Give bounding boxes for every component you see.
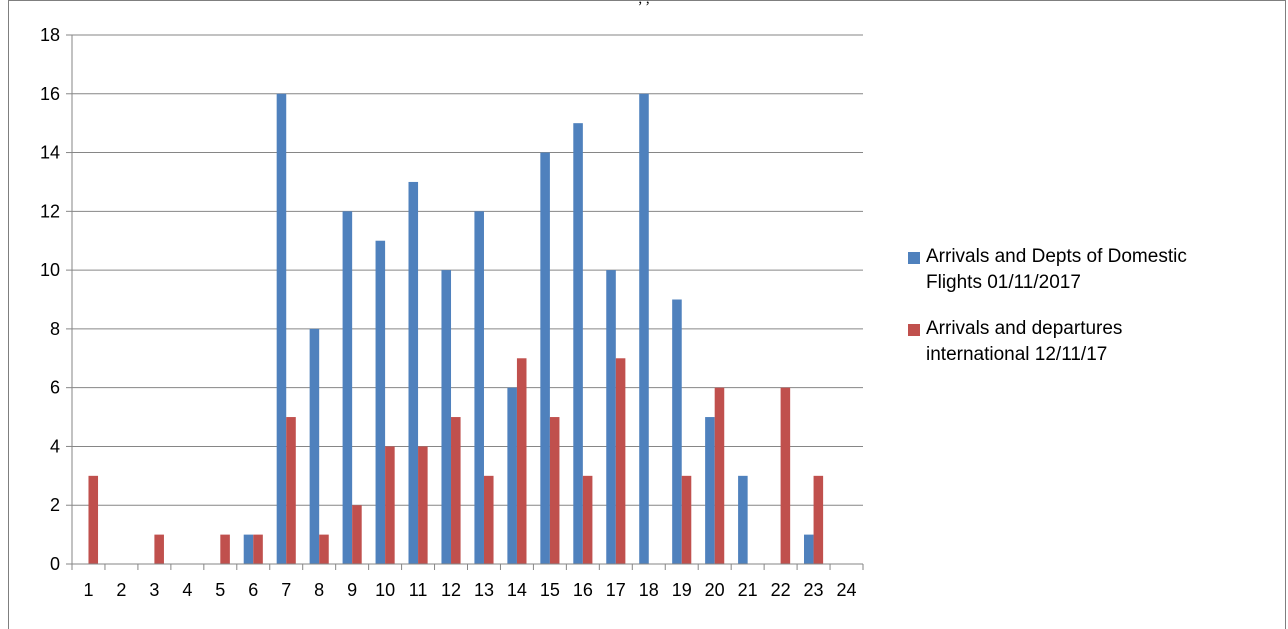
y-tick-label: 12 xyxy=(40,201,60,221)
y-tick-label: 16 xyxy=(40,84,60,104)
x-tick-label: 16 xyxy=(573,580,593,600)
bar xyxy=(352,505,362,564)
bar xyxy=(375,240,386,564)
x-tick-label: 14 xyxy=(507,580,527,600)
x-tick-label: 11 xyxy=(409,580,428,600)
legend-label-international: Arrivals and departures international 12… xyxy=(926,316,1122,368)
x-tick-label: 6 xyxy=(248,580,258,600)
bar xyxy=(714,387,725,564)
x-tick-label: 19 xyxy=(672,580,692,600)
x-tick-label: 17 xyxy=(606,580,626,600)
bar xyxy=(253,534,263,564)
bar xyxy=(474,211,484,565)
bar xyxy=(408,181,419,564)
bar xyxy=(451,417,461,564)
bar xyxy=(319,534,329,564)
bar xyxy=(549,417,560,564)
legend-swatch-domestic xyxy=(908,252,920,264)
x-tick-label: 5 xyxy=(215,580,225,600)
x-tick-label: 23 xyxy=(804,580,824,600)
bar xyxy=(483,475,494,564)
legend-label-international-line2: international 12/11/17 xyxy=(926,344,1108,365)
legend-label-international-line1: Arrivals and departures xyxy=(926,318,1123,339)
bar xyxy=(286,417,296,564)
x-tick-label: 15 xyxy=(540,580,560,600)
bar xyxy=(88,475,99,564)
bar xyxy=(418,446,428,564)
bar xyxy=(681,475,692,564)
x-tick-label: 3 xyxy=(149,580,159,600)
legend-label-domestic: Arrivals and Depts of Domestic Flights 0… xyxy=(926,244,1187,296)
y-tick-label: 18 xyxy=(40,25,60,45)
chart-frame xyxy=(8,0,1286,629)
bar xyxy=(813,475,824,564)
bar xyxy=(582,475,593,564)
y-tick-label: 4 xyxy=(50,436,60,456)
bar xyxy=(276,93,287,565)
bar xyxy=(342,211,353,565)
x-tick-label: 13 xyxy=(474,580,494,600)
legend-item-domestic: Arrivals and Depts of Domestic Flights 0… xyxy=(908,244,1278,296)
chart-top-border xyxy=(8,0,1286,1)
x-tick-label: 18 xyxy=(639,580,659,600)
bar xyxy=(705,417,715,564)
legend-swatch-international xyxy=(908,324,920,336)
bar xyxy=(441,270,452,564)
x-tick-label: 24 xyxy=(837,580,857,600)
y-tick-label: 2 xyxy=(50,495,60,515)
legend-label-domestic-line2: Flights 01/11/2017 xyxy=(926,272,1081,293)
x-tick-label: 20 xyxy=(705,580,725,600)
y-tick-label: 6 xyxy=(50,378,60,398)
bar xyxy=(738,475,748,564)
legend-label-domestic-line1: Arrivals and Depts of Domestic xyxy=(926,246,1187,267)
bar xyxy=(672,299,682,564)
bar xyxy=(606,270,616,564)
bar xyxy=(540,152,550,565)
bar xyxy=(507,387,517,564)
x-tick-label: 7 xyxy=(281,580,291,600)
bar xyxy=(639,93,649,565)
x-tick-label: 12 xyxy=(441,580,461,600)
bar xyxy=(516,358,527,564)
legend: Arrivals and Depts of Domestic Flights 0… xyxy=(908,244,1278,388)
x-tick-label: 9 xyxy=(347,580,357,600)
x-tick-label: 10 xyxy=(375,580,395,600)
y-tick-label: 14 xyxy=(40,143,60,163)
x-tick-label: 4 xyxy=(182,580,192,600)
y-tick-label: 10 xyxy=(40,260,60,280)
y-tick-label: 0 xyxy=(50,554,60,574)
legend-item-international: Arrivals and departures international 12… xyxy=(908,316,1278,368)
x-tick-label: 8 xyxy=(314,580,324,600)
header-fragment: , , xyxy=(0,0,1288,8)
x-tick-label: 1 xyxy=(83,580,93,600)
x-tick-label: 21 xyxy=(738,580,758,600)
bar xyxy=(154,534,164,564)
x-tick-label: 22 xyxy=(771,580,791,600)
bar xyxy=(573,123,583,565)
bar xyxy=(309,328,320,564)
bar xyxy=(780,387,791,564)
bar xyxy=(220,534,230,564)
bar xyxy=(804,534,814,564)
y-tick-label: 8 xyxy=(50,319,60,339)
x-tick-label: 2 xyxy=(116,580,126,600)
bar xyxy=(385,446,395,564)
bar xyxy=(243,534,254,564)
bar xyxy=(615,358,626,564)
